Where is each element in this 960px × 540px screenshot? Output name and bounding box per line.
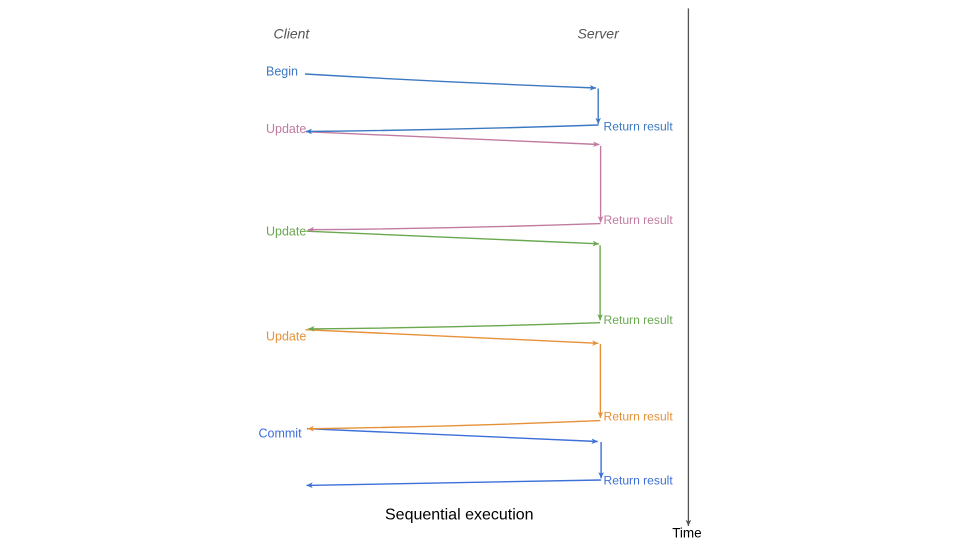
svg-text:Begin: Begin bbox=[266, 65, 298, 79]
svg-text:Return result: Return result bbox=[604, 410, 674, 424]
svg-text:Sequential execution: Sequential execution bbox=[385, 507, 534, 524]
svg-text:Return result: Return result bbox=[604, 313, 674, 327]
svg-text:Return result: Return result bbox=[604, 120, 674, 134]
svg-text:Client: Client bbox=[274, 26, 311, 42]
svg-text:Commit: Commit bbox=[259, 427, 303, 441]
svg-text:Return result: Return result bbox=[604, 213, 674, 227]
svg-text:Update: Update bbox=[266, 122, 306, 136]
svg-text:Server: Server bbox=[578, 26, 621, 42]
svg-text:Return result: Return result bbox=[604, 474, 674, 488]
svg-text:Update: Update bbox=[266, 330, 306, 344]
svg-text:Update: Update bbox=[266, 225, 306, 239]
svg-text:Time: Time bbox=[672, 526, 702, 540]
